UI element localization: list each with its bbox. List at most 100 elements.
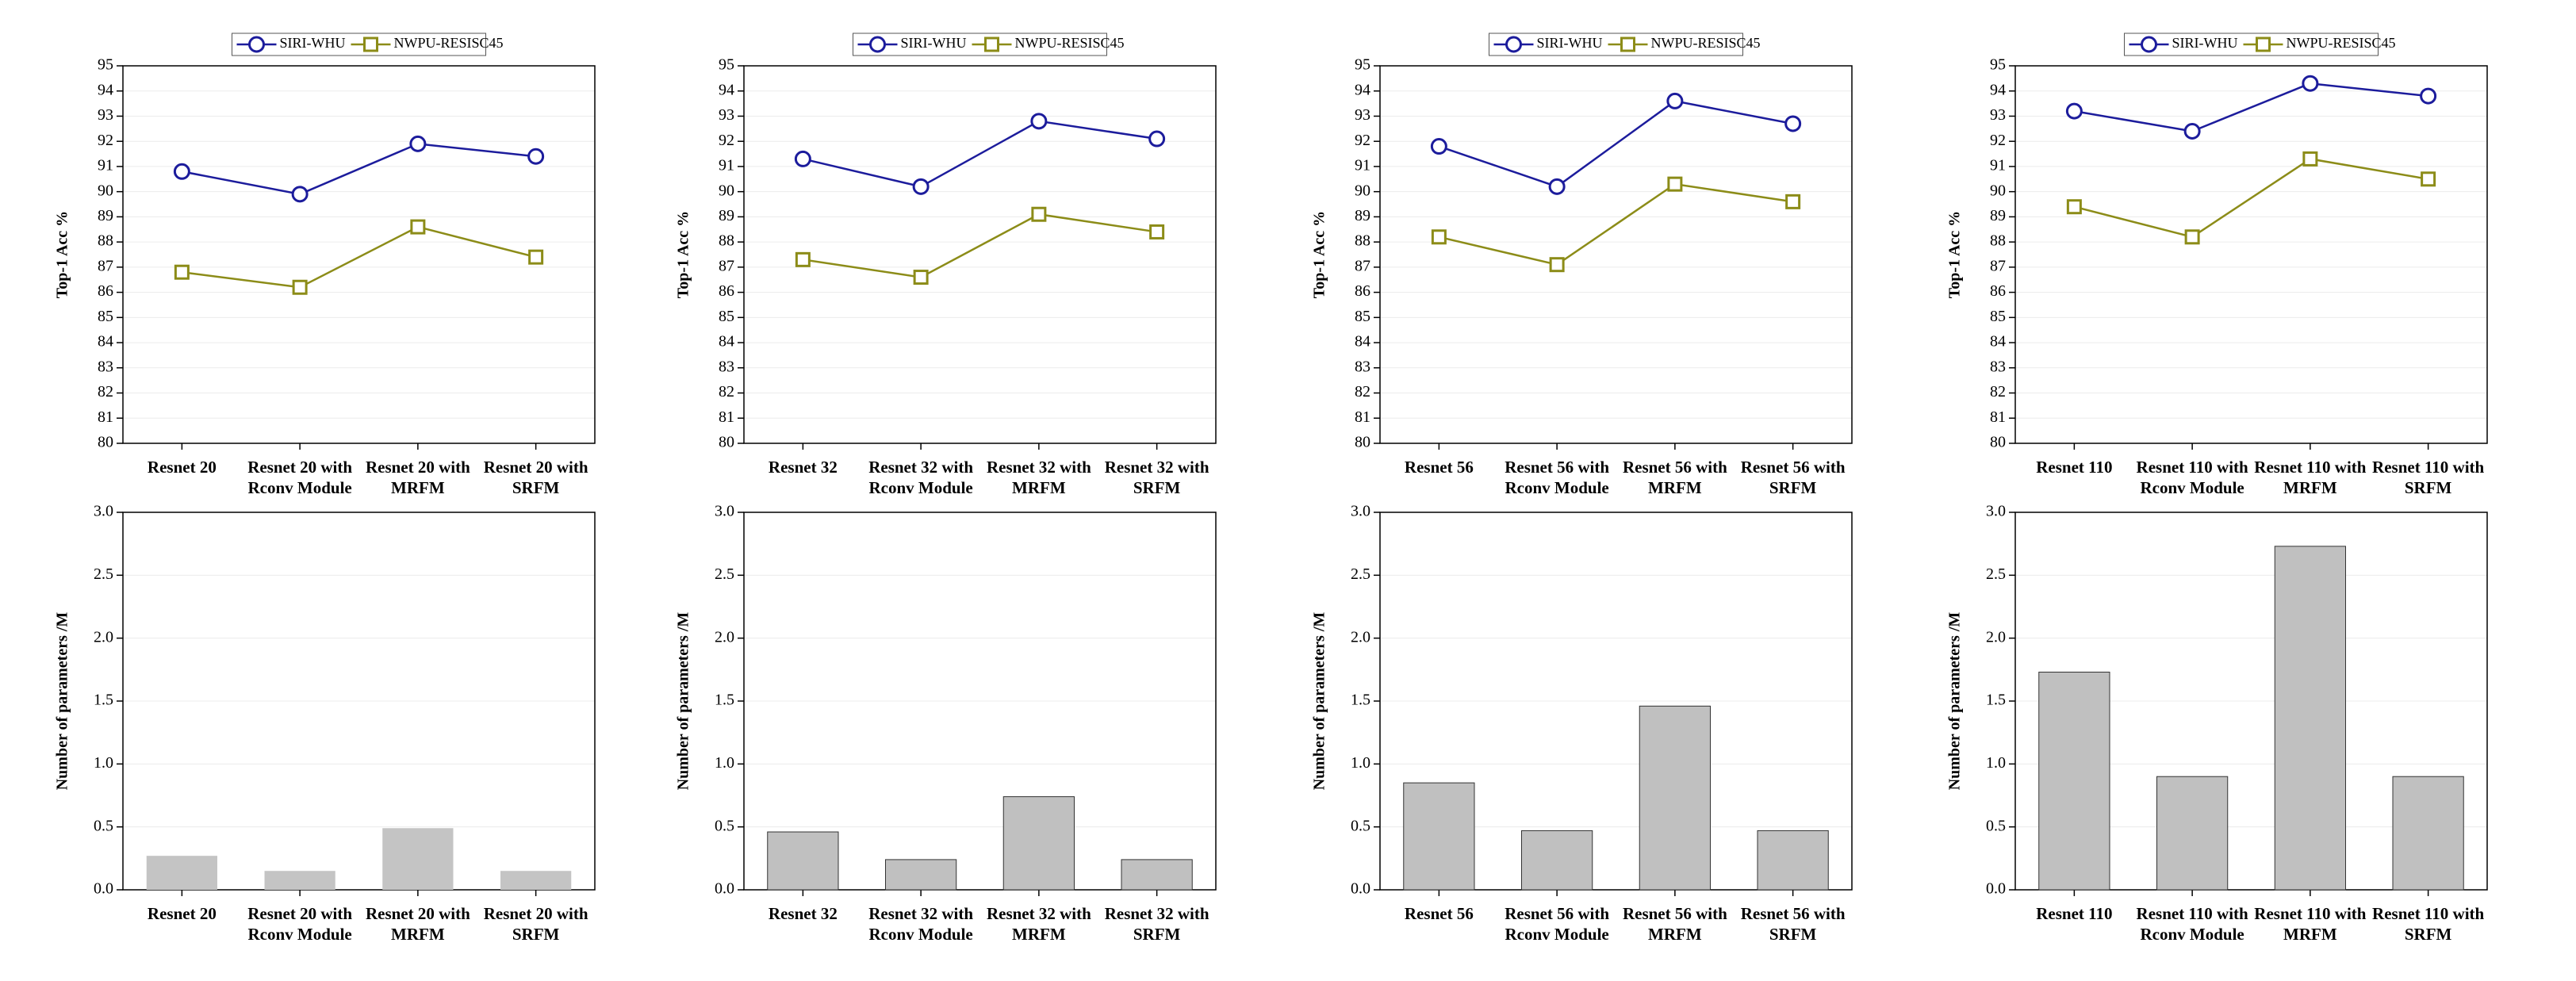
y-tick-label: 83 <box>1355 358 1370 375</box>
y-tick-label: 91 <box>98 157 113 174</box>
x-tick-label: Resnet 32 with Rconv Module <box>868 904 973 944</box>
y-tick-label: 86 <box>1355 282 1370 300</box>
y-tick-label: 95 <box>719 56 734 74</box>
legend-label: NWPU-RESISC45 <box>394 35 504 51</box>
plot-frame <box>743 512 1217 891</box>
bar <box>2392 776 2464 891</box>
x-tick-label: Resnet 110 with MRFM <box>2254 458 2366 497</box>
y-tick-label: 87 <box>98 257 113 274</box>
y-tick-label: 94 <box>1355 81 1370 98</box>
point <box>410 219 426 235</box>
y-tick-label: 1.5 <box>715 692 734 709</box>
y-tick-label: 91 <box>719 157 734 174</box>
plot-frame <box>2014 512 2488 891</box>
y-tick-label: 89 <box>98 207 113 224</box>
point <box>1666 92 1684 109</box>
y-tick-label: 93 <box>719 106 734 124</box>
legend-label: SIRI-WHU <box>901 35 967 51</box>
y-tick-label: 0.5 <box>1351 817 1370 834</box>
y-axis-label: Top-1 Acc % <box>54 211 71 298</box>
y-tick-label: 2.5 <box>94 565 113 583</box>
series-line <box>1438 100 1793 188</box>
y-tick-label: 84 <box>1990 333 2006 351</box>
y-tick-label: 91 <box>1990 157 2006 174</box>
y-tick-label: 95 <box>1355 56 1370 74</box>
legend-label: NWPU-RESISC45 <box>1651 35 1761 51</box>
y-tick-label: 1.0 <box>94 754 113 772</box>
x-tick-label: Resnet 20 <box>148 458 217 477</box>
y-tick-label: 1.0 <box>1986 754 2006 772</box>
y-tick-label: 95 <box>98 56 113 74</box>
plot-frame <box>1379 65 1853 444</box>
x-tick-label: Resnet 32 with Rconv Module <box>868 458 973 497</box>
y-tick-label: 84 <box>98 333 113 351</box>
plot-frame <box>122 65 596 444</box>
legend-label: SIRI-WHU <box>280 35 346 51</box>
point <box>2420 87 2437 105</box>
y-tick-label: 92 <box>1355 132 1370 149</box>
legend-marker <box>2141 36 2157 53</box>
x-tick-label: Resnet 56 with SRFM <box>1741 904 1846 944</box>
y-tick-label: 95 <box>1990 56 2006 74</box>
bar <box>1639 705 1711 891</box>
legend-marker <box>2256 36 2271 52</box>
plot-frame <box>122 512 596 891</box>
y-tick-label: 93 <box>1355 106 1370 124</box>
y-axis-label: Number of parameters /M <box>1946 612 1964 791</box>
bar <box>2156 776 2229 891</box>
y-tick-label: 85 <box>1355 308 1370 325</box>
y-tick-label: 3.0 <box>715 503 734 520</box>
point <box>2302 75 2319 92</box>
y-tick-label: 88 <box>1355 232 1370 250</box>
series-line <box>2074 158 2428 239</box>
x-tick-label: Resnet 20 with Rconv Module <box>247 904 352 944</box>
bar <box>146 856 217 890</box>
point <box>1548 178 1566 195</box>
y-axis-label: Top-1 Acc % <box>1946 211 1964 298</box>
y-tick-label: 87 <box>719 257 734 274</box>
point <box>2183 123 2201 140</box>
y-tick-label: 2.5 <box>1986 565 2006 583</box>
x-tick-label: Resnet 110 with MRFM <box>2254 904 2366 944</box>
x-tick-label: Resnet 32 with MRFM <box>987 904 1091 944</box>
y-tick-label: 85 <box>98 308 113 325</box>
y-tick-label: 94 <box>1990 81 2006 98</box>
y-tick-label: 2.5 <box>1351 565 1370 583</box>
point <box>794 150 811 167</box>
point <box>2302 151 2318 167</box>
y-tick-label: 80 <box>98 434 113 451</box>
y-tick-label: 2.0 <box>1351 628 1370 646</box>
y-tick-label: 92 <box>719 132 734 149</box>
y-tick-label: 1.5 <box>94 692 113 709</box>
y-tick-label: 83 <box>1990 358 2006 375</box>
y-axis-label: Top-1 Acc % <box>675 211 692 298</box>
x-tick-label: Resnet 56 <box>1405 458 1474 477</box>
y-tick-label: 82 <box>719 383 734 400</box>
y-tick-label: 85 <box>719 308 734 325</box>
y-tick-label: 92 <box>1990 132 2006 149</box>
series-line <box>182 143 536 196</box>
point <box>528 249 544 265</box>
bar <box>1121 859 1193 891</box>
plot-frame <box>743 65 1217 444</box>
x-tick-label: Resnet 32 <box>769 458 838 477</box>
series-line <box>2074 82 2428 132</box>
series-line <box>182 225 536 289</box>
y-tick-label: 2.0 <box>715 628 734 646</box>
point <box>291 186 309 203</box>
x-tick-label: Resnet 56 with Rconv Module <box>1505 458 1609 497</box>
y-tick-label: 89 <box>1355 207 1370 224</box>
x-tick-label: Resnet 20 with MRFM <box>366 458 470 497</box>
point <box>174 264 190 280</box>
y-tick-label: 91 <box>1355 157 1370 174</box>
y-tick-label: 86 <box>719 282 734 300</box>
y-tick-label: 82 <box>1990 383 2006 400</box>
bar <box>767 831 839 891</box>
point <box>913 270 929 285</box>
y-tick-label: 82 <box>98 383 113 400</box>
y-tick-label: 1.0 <box>1351 754 1370 772</box>
x-tick-label: Resnet 110 with Rconv Module <box>2137 458 2248 497</box>
series-line <box>803 120 1157 188</box>
point <box>2421 171 2436 187</box>
y-tick-label: 94 <box>719 81 734 98</box>
